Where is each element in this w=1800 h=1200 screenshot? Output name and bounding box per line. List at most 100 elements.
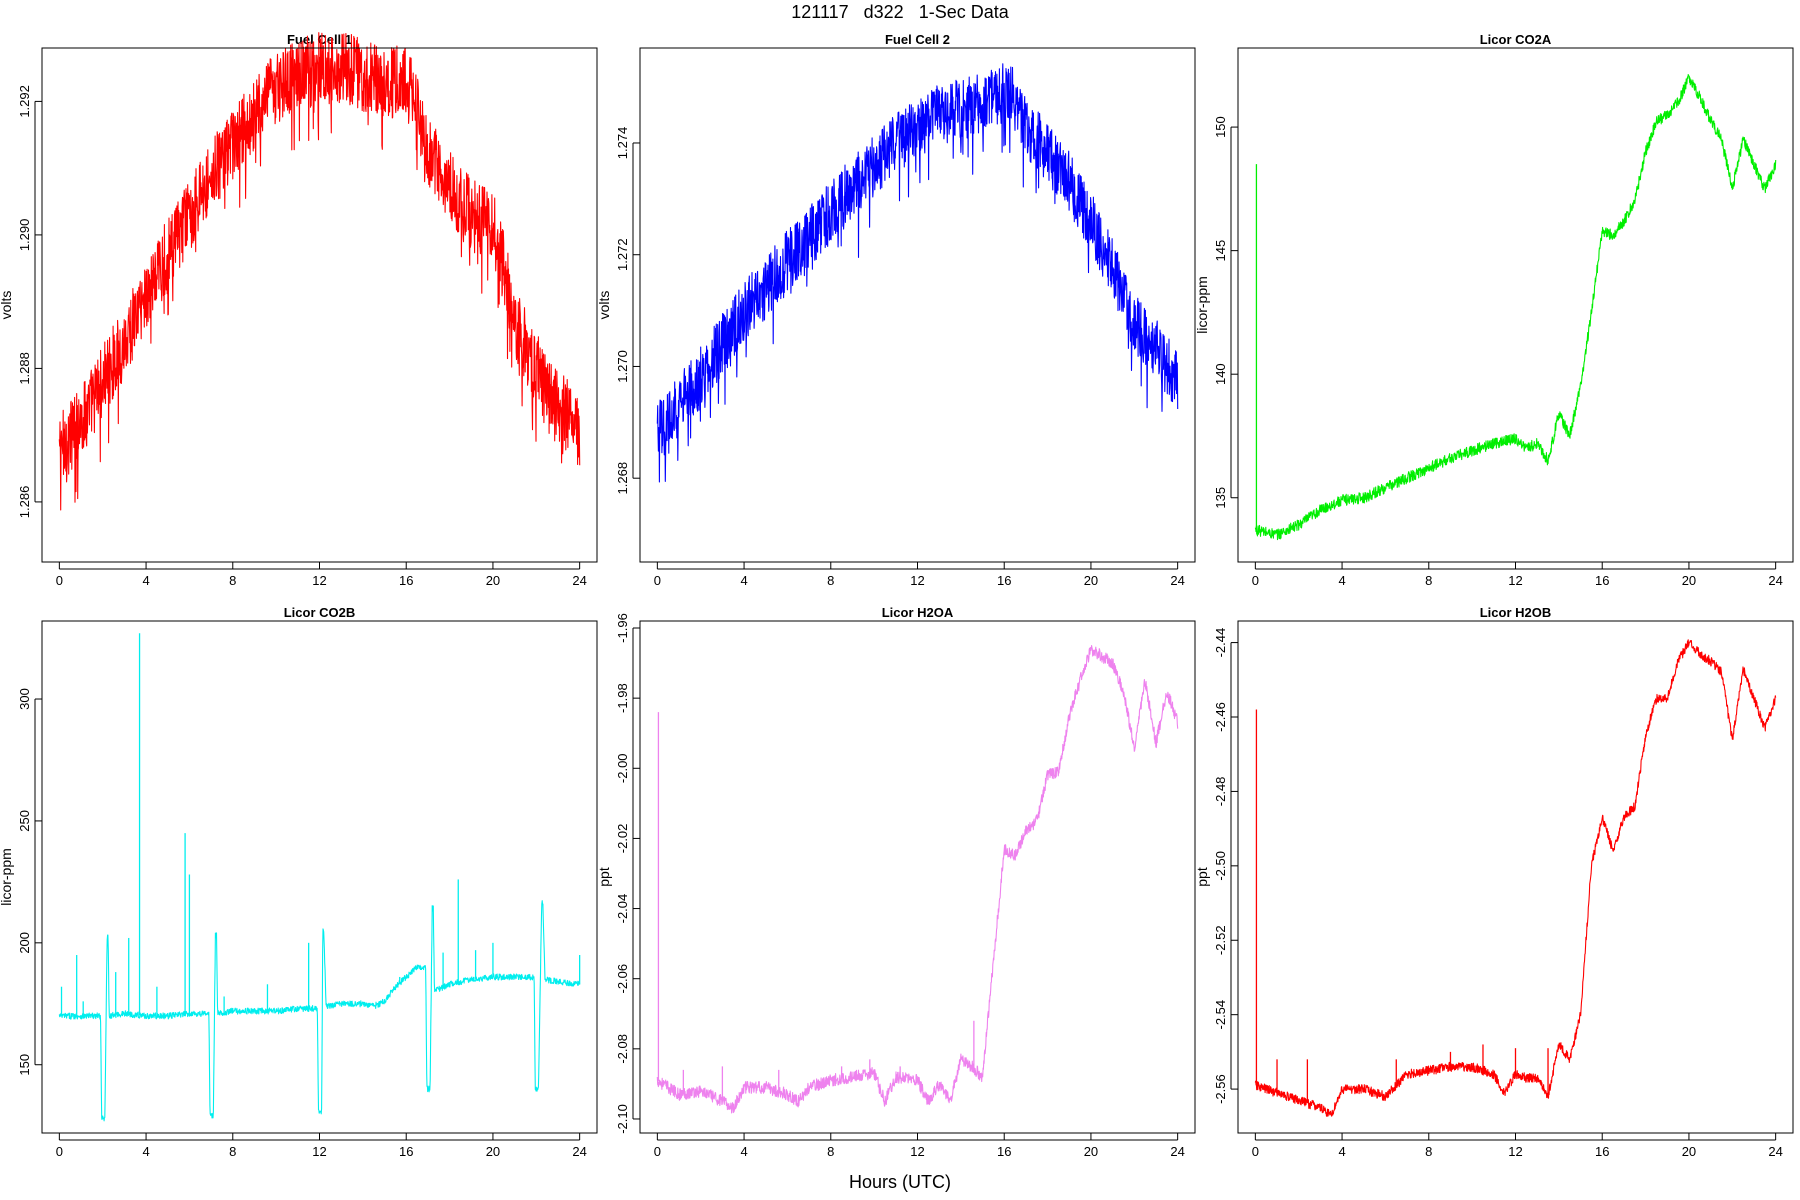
plot-frame — [639, 620, 1196, 1134]
y-tick-label: 1.286 — [17, 486, 32, 519]
x-tick-label: 12 — [910, 573, 924, 588]
x-axis-label: Hours (UTC) — [849, 1172, 951, 1192]
x-tick-label: 20 — [486, 573, 500, 588]
y-axis-label: ppt — [596, 867, 612, 887]
y-tick-label: 1.268 — [615, 462, 630, 495]
y-tick-label: 1.272 — [615, 238, 630, 271]
y-tick-label: -2.00 — [615, 753, 630, 783]
y-tick-label: 200 — [17, 932, 32, 954]
data-series-line — [656, 645, 1179, 1114]
y-tick-label: -2.08 — [615, 1034, 630, 1064]
y-tick-label: 145 — [1213, 240, 1228, 262]
y-tick-label: 300 — [17, 688, 32, 710]
y-tick-label: 1.288 — [17, 352, 32, 385]
y-tick-label: -2.10 — [615, 1104, 630, 1134]
plot-title: Licor H2OB — [1480, 605, 1552, 620]
y-tick-label: 1.290 — [17, 219, 32, 252]
plot-title: Fuel Cell 2 — [885, 32, 950, 47]
y-tick-label: -1.98 — [615, 683, 630, 713]
x-tick-label: 0 — [1252, 573, 1259, 588]
x-tick-label: 20 — [1084, 1144, 1098, 1159]
y-tick-label: 140 — [1213, 363, 1228, 385]
data-series-line — [1254, 639, 1777, 1117]
y-tick-label: 1.270 — [615, 350, 630, 383]
x-tick-label: 16 — [399, 573, 413, 588]
x-tick-label: 24 — [572, 573, 586, 588]
x-tick-label: 4 — [142, 573, 149, 588]
y-tick-label: 1.292 — [17, 85, 32, 118]
data-series-line — [58, 900, 581, 1122]
x-tick-label: 0 — [654, 1144, 661, 1159]
plot-title: Licor CO2B — [284, 605, 356, 620]
y-tick-label: -2.46 — [1213, 702, 1228, 732]
plot-frame — [41, 620, 598, 1134]
y-tick-label: -2.52 — [1213, 925, 1228, 955]
x-tick-label: 24 — [1768, 573, 1782, 588]
y-tick-label: -2.54 — [1213, 1000, 1228, 1030]
x-tick-label: 8 — [229, 1144, 236, 1159]
x-tick-label: 20 — [1084, 573, 1098, 588]
y-axis-label: licor-ppm — [1194, 276, 1210, 334]
x-tick-label: 4 — [1338, 573, 1345, 588]
x-tick-label: 4 — [142, 1144, 149, 1159]
x-tick-label: 24 — [1768, 1144, 1782, 1159]
chart-panel: Fuel Cell 2 volts 0 4 8 12 16 20 24 1.268 1.270 1.2… — [596, 32, 1196, 588]
x-tick-label: 12 — [1508, 1144, 1522, 1159]
x-tick-label: 4 — [1338, 1144, 1345, 1159]
plot-title: Licor H2OA — [882, 605, 954, 620]
x-tick-label: 16 — [997, 573, 1011, 588]
y-tick-label: -2.44 — [1213, 628, 1228, 658]
chart-panel: Licor CO2B licor-ppm 0 4 8 12 16 20 24 150 200 250 3… — [0, 605, 598, 1159]
y-axis-label: licor-ppm — [0, 848, 14, 906]
x-tick-label: 24 — [1170, 573, 1184, 588]
x-tick-label: 8 — [1425, 573, 1432, 588]
y-axis-label: volts — [0, 291, 14, 320]
x-tick-label: 12 — [1508, 573, 1522, 588]
y-tick-label: -2.02 — [615, 824, 630, 854]
x-tick-label: 8 — [827, 1144, 834, 1159]
x-tick-label: 8 — [827, 573, 834, 588]
y-tick-label: -2.48 — [1213, 777, 1228, 807]
x-tick-label: 16 — [997, 1144, 1011, 1159]
y-tick-label: 1.274 — [615, 127, 630, 160]
chart-panel: Licor CO2A licor-ppm 0 4 8 12 16 20 24 135 140 145 1… — [1194, 32, 1794, 588]
y-tick-label: -2.56 — [1213, 1074, 1228, 1104]
x-tick-label: 24 — [572, 1144, 586, 1159]
x-tick-label: 12 — [312, 573, 326, 588]
page-title: 121117 d322 1-Sec Data — [791, 2, 1009, 22]
x-tick-label: 20 — [1682, 1144, 1696, 1159]
x-tick-label: 24 — [1170, 1144, 1184, 1159]
x-tick-label: 4 — [740, 573, 747, 588]
y-axis-label: ppt — [1194, 867, 1210, 887]
x-tick-label: 20 — [486, 1144, 500, 1159]
x-tick-label: 16 — [1595, 1144, 1609, 1159]
data-series-line — [656, 63, 1179, 483]
y-tick-label: -1.96 — [615, 613, 630, 643]
y-tick-label: 135 — [1213, 487, 1228, 509]
y-axis-label: volts — [596, 291, 612, 320]
x-tick-label: 12 — [312, 1144, 326, 1159]
x-tick-label: 8 — [1425, 1144, 1432, 1159]
x-tick-label: 16 — [399, 1144, 413, 1159]
data-series-line — [58, 32, 581, 511]
y-tick-label: 250 — [17, 810, 32, 832]
x-tick-label: 0 — [56, 1144, 63, 1159]
plot-frame — [1237, 47, 1794, 563]
x-tick-label: 0 — [56, 573, 63, 588]
x-tick-label: 16 — [1595, 573, 1609, 588]
x-tick-label: 0 — [654, 573, 661, 588]
x-tick-label: 8 — [229, 573, 236, 588]
y-tick-label: -2.50 — [1213, 851, 1228, 881]
y-tick-label: -2.04 — [615, 894, 630, 924]
x-tick-label: 0 — [1252, 1144, 1259, 1159]
x-tick-label: 12 — [910, 1144, 924, 1159]
chart-panel: Licor H2OB ppt 0 4 8 12 16 20 24 -2.56 -2.54 -2.52 -… — [1194, 605, 1794, 1159]
y-tick-label: 150 — [1213, 116, 1228, 138]
plot-title: Licor CO2A — [1480, 32, 1552, 47]
y-tick-label: -2.06 — [615, 964, 630, 994]
x-tick-label: 20 — [1682, 573, 1696, 588]
y-tick-label: 150 — [17, 1054, 32, 1076]
data-series-line — [1254, 73, 1777, 541]
